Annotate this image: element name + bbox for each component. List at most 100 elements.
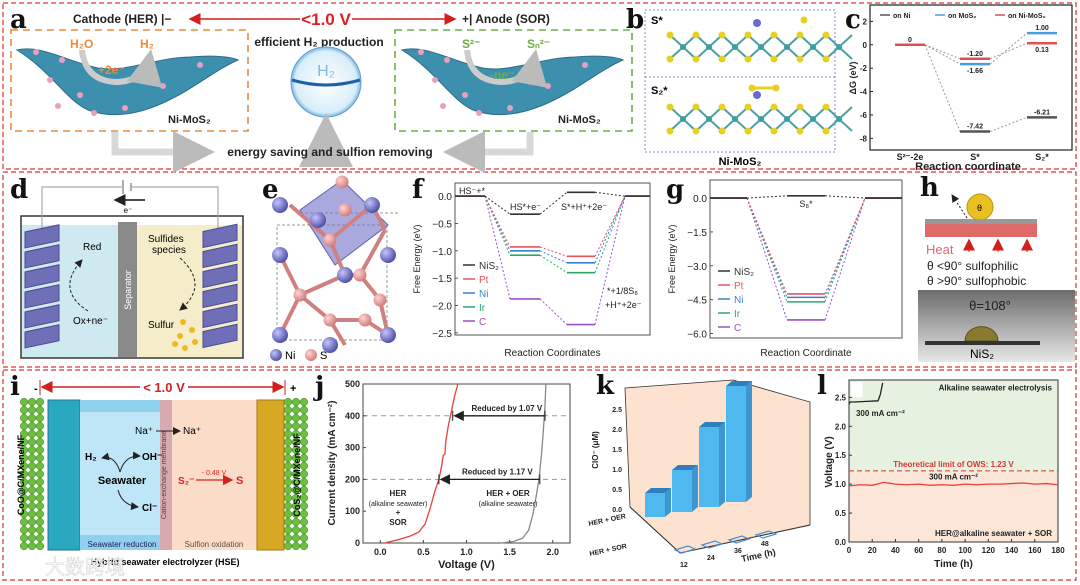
electron-loss-label: -ne⁻ xyxy=(490,68,514,82)
foam-ball xyxy=(291,501,301,511)
legend-label: Ir xyxy=(734,309,741,320)
cathode-material-label: CoO@C/MXene/NF xyxy=(16,434,26,515)
foam-ball xyxy=(19,493,29,503)
foam-ball xyxy=(27,509,37,519)
panel-g: g 0.0 −1.5 −3.0 −4.5 −6.0 Free Energy (eV) Rea… xyxy=(666,175,903,359)
foam-ball xyxy=(299,493,309,503)
foam-ball xyxy=(283,429,293,439)
foam-ball xyxy=(19,485,29,495)
x-tick-label: 120 xyxy=(982,546,996,555)
x-tick-label: 1.0 xyxy=(460,547,473,557)
substrate-top xyxy=(925,219,1037,224)
s-atom xyxy=(822,31,830,39)
s-atom xyxy=(718,103,726,111)
structure-caption: Ni-MoS₂ xyxy=(719,156,762,168)
anode-block xyxy=(256,399,285,551)
electrode-layer xyxy=(202,283,238,309)
legend-label: Ni xyxy=(479,289,488,300)
panel-label-e: e xyxy=(262,175,279,205)
connector xyxy=(824,197,866,321)
electron-label: e⁻ xyxy=(124,206,133,215)
x-tick-label: 0.0 xyxy=(374,547,387,557)
foam-ball xyxy=(19,517,29,527)
foam-ball xyxy=(19,397,29,407)
foam-ball xyxy=(291,397,301,407)
foam-ball xyxy=(35,469,45,479)
sample-substrate xyxy=(925,341,1040,345)
mo-atom xyxy=(732,116,738,122)
oh-label: OH⁻ xyxy=(142,452,162,463)
y-tick-label: −6.0 xyxy=(687,329,707,340)
h2-sphere-label: H₂ xyxy=(317,63,335,80)
foam-ball xyxy=(35,445,45,455)
s-atom xyxy=(718,55,726,63)
s-atom xyxy=(796,103,804,111)
x-tick-label: 36 xyxy=(734,548,742,555)
row3-frame xyxy=(2,369,1077,581)
foam-ball xyxy=(291,461,301,471)
panel-h: h θ Heat θ <90° sulfophilic θ >90° sulfo… xyxy=(918,173,1075,362)
foam-ball xyxy=(283,445,293,455)
foam-ball xyxy=(299,509,309,519)
y-tick-label: −0.5 xyxy=(432,219,452,230)
series-label: HER + OER xyxy=(486,489,530,498)
na-left-label: Na⁺ xyxy=(135,426,153,437)
mo-atom xyxy=(758,116,764,122)
legend-label: NiS₂ xyxy=(479,261,499,272)
reduction-label: Seawater reduction xyxy=(88,540,157,549)
cathode-box xyxy=(10,29,249,132)
foam-ball xyxy=(291,477,301,487)
potential-label: - 0.48 V xyxy=(202,470,227,477)
ox-label: Ox+ne⁻ xyxy=(73,316,108,327)
connector xyxy=(594,191,626,197)
ni-atom xyxy=(380,327,396,343)
x-category-label: S* xyxy=(970,152,980,162)
connector xyxy=(539,254,568,274)
foam-ball xyxy=(27,501,37,511)
heat-arrows-icon xyxy=(963,238,1033,252)
electrode-right xyxy=(202,223,238,349)
sulfophobic-label: θ >90° sulfophobic xyxy=(927,274,1026,288)
foam-ball xyxy=(19,541,29,551)
foam-ball xyxy=(35,453,45,463)
y-tick-label: 1.5 xyxy=(835,451,847,460)
s-atom xyxy=(770,103,778,111)
electrode-layer xyxy=(24,244,60,269)
connector xyxy=(824,197,866,295)
y-tick-label: 1.0 xyxy=(835,480,847,489)
foam-ball xyxy=(283,509,293,519)
panel-c: c 2 0 -2 -4 -6 -8 ΔG (eV) S²⁻-2e S* S₂* Reaction c… xyxy=(845,4,1073,173)
foam-ball xyxy=(283,501,293,511)
connector xyxy=(824,197,866,298)
connector xyxy=(594,195,626,257)
x-category-label: S²⁻-2e xyxy=(897,152,924,162)
connector xyxy=(539,250,568,264)
ni-legend-label: Ni xyxy=(285,350,295,362)
y-tick-label: 0 xyxy=(863,41,868,50)
foam-ball xyxy=(19,453,29,463)
s-atom xyxy=(796,31,804,39)
connector xyxy=(594,195,626,264)
s-atom xyxy=(744,31,752,39)
plot-frame xyxy=(869,4,1073,151)
bar-her-oer xyxy=(699,427,719,507)
y-axis-label: ΔG (eV) xyxy=(848,62,858,95)
foam-ball xyxy=(35,533,45,543)
foam-ball xyxy=(35,461,45,471)
y-tick-label: -2 xyxy=(860,64,868,73)
s-atom xyxy=(796,55,804,63)
ni-atom xyxy=(272,327,288,343)
foam-ball xyxy=(19,469,29,479)
current-density-label: 300 mA cm⁻² xyxy=(929,473,978,482)
s-atom xyxy=(666,31,674,39)
plus-sign: + xyxy=(290,383,296,395)
foam-ball xyxy=(27,445,37,455)
panel-k: k 0.0 0.5 1.0 1.5 2.0 2.5 ClO⁻ (μM) 12 24 36 48 HER… xyxy=(588,371,811,569)
hse-caption: Hybrid seawater electrolyzer (HSE) xyxy=(90,557,239,567)
foam-ball xyxy=(35,501,45,511)
nickel-foam-right xyxy=(283,397,309,551)
contact-angle-arrow xyxy=(951,194,968,219)
legend-label: Ir xyxy=(479,303,486,314)
series-line xyxy=(500,383,547,544)
foam-ball xyxy=(291,493,301,503)
